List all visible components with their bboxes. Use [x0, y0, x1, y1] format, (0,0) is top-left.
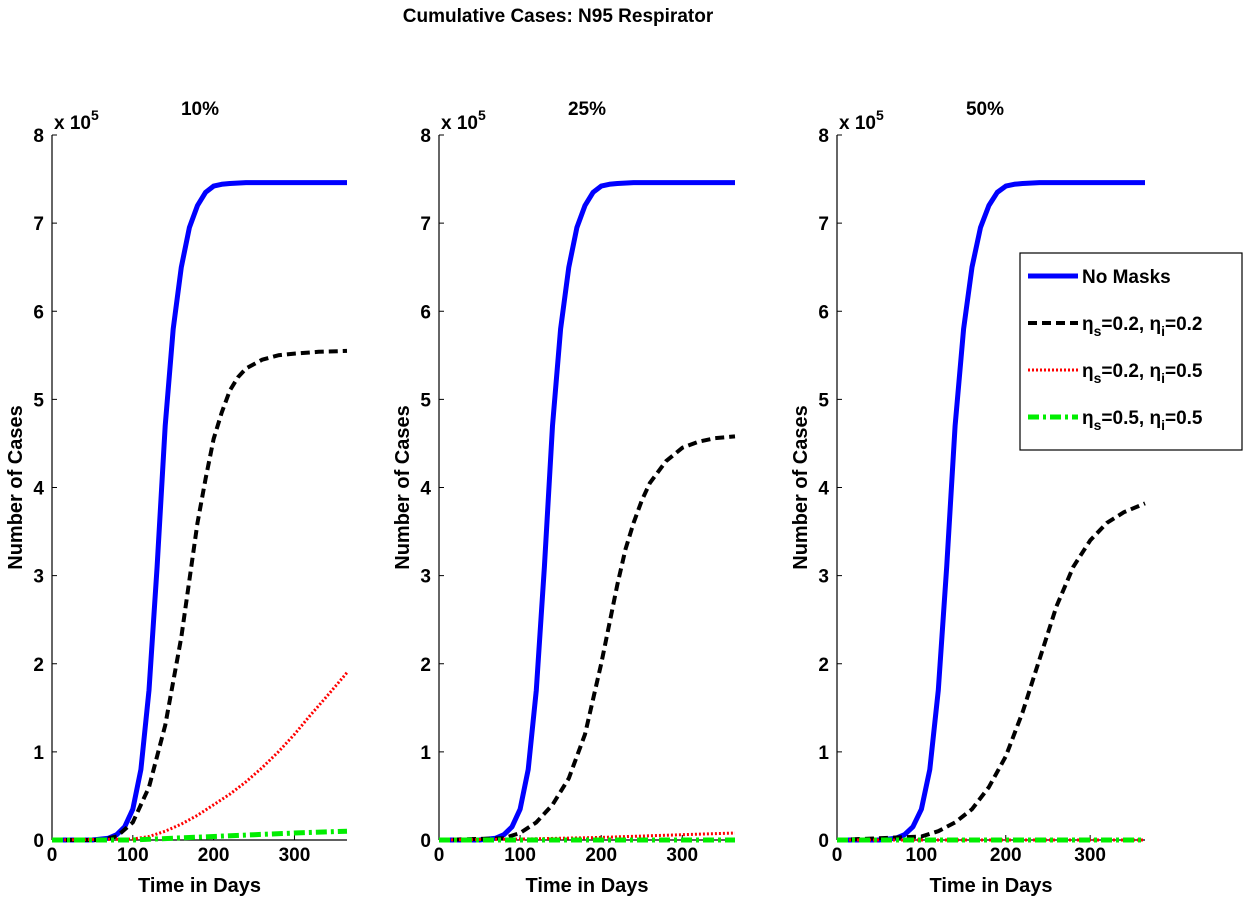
x-tick-label: 200	[585, 845, 617, 866]
y-tick-label: 2	[818, 655, 829, 676]
y-tick-label: 8	[33, 126, 44, 147]
x-tick-label: 100	[504, 845, 536, 866]
y-multiplier: x 105	[54, 107, 99, 134]
x-axis-label: Time in Days	[525, 875, 648, 897]
legend-label: ηs=0.2, ηi=0.5	[1082, 361, 1203, 386]
panel-title: 10%	[181, 99, 219, 120]
x-tick-label: 300	[1074, 845, 1106, 866]
y-tick-label: 5	[818, 390, 829, 411]
y-tick-label: 6	[818, 302, 829, 323]
y-tick-label: 1	[420, 743, 431, 764]
y-tick-label: 5	[420, 390, 431, 411]
series-line-s05i05	[52, 828, 348, 843]
x-tick-label: 0	[434, 845, 445, 866]
legend-label: No Masks	[1082, 267, 1171, 288]
x-tick-label: 0	[832, 845, 843, 866]
y-tick-label: 3	[818, 567, 829, 588]
chart-panel-3: 0 1 2 3 4 5 6 7 8 0 100 200 300 Time in Days Number of…	[790, 99, 1146, 897]
series-line-s02i02	[52, 348, 348, 842]
x-tick-label: 300	[279, 845, 311, 866]
series-line-none	[52, 180, 347, 843]
x-tick-label: 0	[47, 845, 58, 866]
y-tick-label: 3	[420, 567, 431, 588]
legend-label: ηs=0.2, ηi=0.2	[1082, 314, 1203, 339]
y-tick-label: 4	[33, 479, 44, 500]
series-line-s02i05	[438, 831, 736, 842]
y-tick-label: 6	[420, 302, 431, 323]
series-line-s02i02	[836, 501, 1146, 842]
y-tick-label: 0	[420, 831, 431, 852]
y-tick-label: 5	[33, 390, 44, 411]
legend-label: ηs=0.5, ηi=0.5	[1082, 408, 1203, 433]
x-tick-label: 200	[990, 845, 1022, 866]
series-line-none	[439, 180, 735, 843]
y-tick-label: 7	[818, 214, 829, 235]
y-tick-label: 8	[420, 126, 431, 147]
y-tick-label: 7	[420, 214, 431, 235]
y-tick-label: 2	[420, 655, 431, 676]
y-axis-label: Number of Cases	[5, 405, 27, 570]
y-tick-label: 2	[33, 655, 44, 676]
panel-title: 25%	[568, 99, 606, 120]
series-line-s02i05	[51, 671, 349, 842]
y-multiplier: x 105	[441, 107, 486, 134]
y-tick-label: 1	[818, 743, 829, 764]
y-tick-label: 8	[818, 126, 829, 147]
y-multiplier: x 105	[839, 107, 884, 134]
y-tick-label: 6	[33, 302, 44, 323]
figure-title: Cumulative Cases: N95 Respirator	[403, 6, 714, 27]
y-tick-label: 7	[33, 214, 44, 235]
chart-panel-2: 0 1 2 3 4 5 6 7 8 0 100 200 300 Time in Days Number of…	[392, 99, 736, 897]
y-axis-label: Number of Cases	[392, 405, 414, 570]
y-tick-label: 4	[818, 479, 829, 500]
series-line-s02i02	[438, 434, 736, 842]
legend: No Masks ηs=0.2, ηi=0.2 ηs=0.2, ηi=0.5 ηs=0…	[1019, 252, 1243, 451]
y-tick-label: 3	[33, 567, 44, 588]
chart-panel-1: 0 1 2 3 4 5 6 7 8 0 100 200 300 Time in Days Number of…	[5, 99, 349, 897]
x-tick-label: 200	[198, 845, 230, 866]
x-axis-label: Time in Days	[929, 875, 1052, 897]
x-tick-label: 300	[666, 845, 698, 866]
y-tick-label: 0	[33, 831, 44, 852]
y-tick-label: 1	[33, 743, 44, 764]
x-tick-label: 100	[117, 845, 149, 866]
series-line-none	[837, 180, 1145, 843]
x-axis-label: Time in Days	[138, 875, 261, 897]
x-tick-label: 100	[906, 845, 938, 866]
panel-title: 50%	[966, 99, 1004, 120]
y-tick-label: 0	[818, 831, 829, 852]
y-tick-label: 4	[420, 479, 431, 500]
y-axis-label: Number of Cases	[790, 405, 812, 570]
